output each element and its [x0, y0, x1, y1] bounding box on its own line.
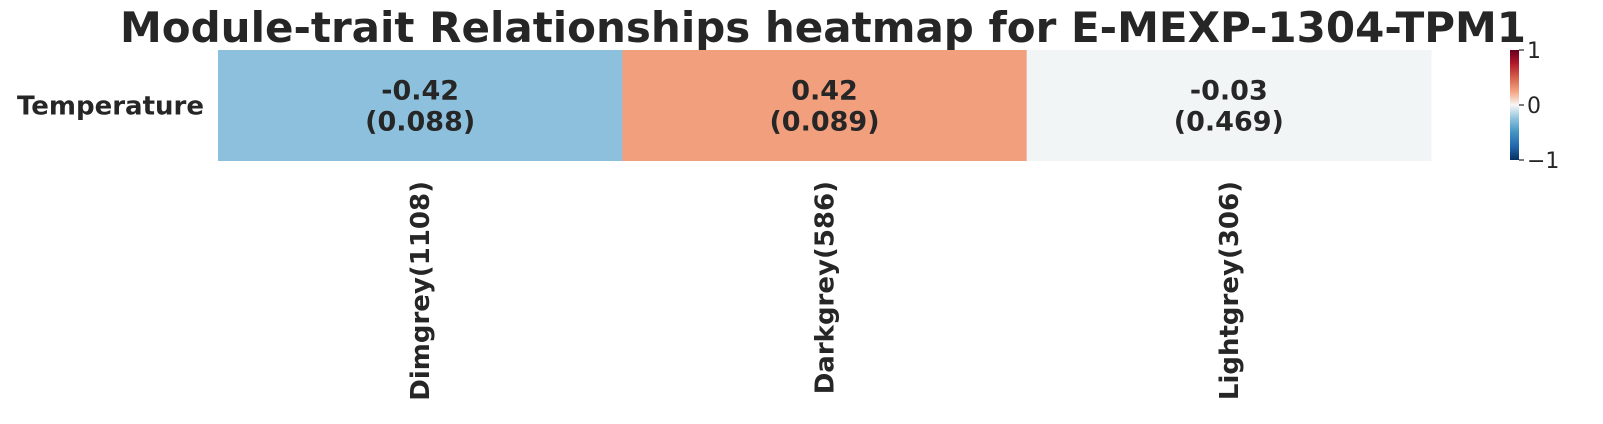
heatmap-cell [622, 50, 1028, 161]
cell-pvalue-label: (0.088) [365, 107, 475, 138]
cell-pvalue-label: (0.469) [1174, 107, 1284, 138]
column-label: Darkgrey(586) [811, 181, 841, 394]
cell-value-label: -0.03 [1190, 76, 1268, 107]
heatmap-cell [1026, 50, 1432, 161]
column-labels: Dimgrey(1108) Darkgrey(586) Lightgrey(306) [406, 181, 1245, 401]
row-label: Temperature [17, 92, 204, 122]
heatmap-cell [218, 50, 623, 161]
cell-value-label: -0.42 [381, 76, 459, 107]
colorbar-tick-label: 1 [1527, 39, 1541, 64]
colorbar-ticks: 1 0 −1 [1519, 39, 1559, 174]
heatmap-cells: -0.42(0.088) 0.42(0.089) -0.03(0.469) [218, 50, 1432, 161]
column-label: Dimgrey(1108) [406, 181, 436, 401]
chart-title: Module-trait Relationships heatmap for E… [120, 3, 1526, 52]
colorbar-gradient [1510, 50, 1519, 160]
row-labels: Temperature [17, 92, 204, 122]
column-label: Lightgrey(306) [1215, 181, 1245, 400]
cell-pvalue-label: (0.089) [769, 107, 879, 138]
colorbar-tick-label: −1 [1527, 149, 1559, 174]
colorbar-tick-label: 0 [1527, 94, 1541, 119]
colorbar: 1 0 −1 [1510, 39, 1559, 174]
cell-value-label: 0.42 [791, 76, 858, 107]
